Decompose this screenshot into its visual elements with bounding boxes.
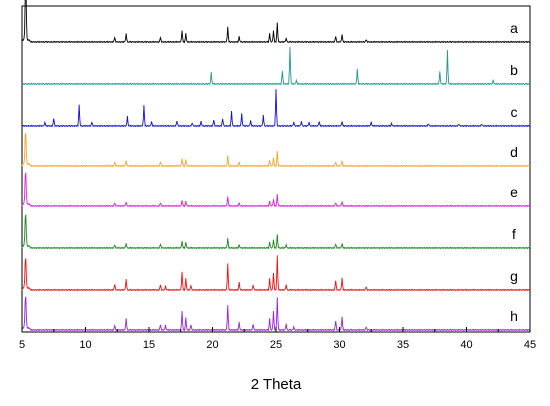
series-label-b: b: [510, 62, 518, 78]
trace-b: [21, 46, 531, 86]
trace-a: [21, 0, 531, 44]
trace-d: [21, 132, 531, 168]
series-label-a: a: [510, 20, 518, 36]
trace-f: [21, 214, 531, 250]
x-axis-ticks: 5 10 15 20 25 30 35 40 45: [19, 327, 536, 351]
trace-e: [21, 172, 531, 208]
x-tick-label: 15: [143, 339, 155, 351]
x-tick-label: 20: [206, 339, 218, 351]
legend-layer: a b c d e f g h: [510, 20, 518, 324]
series-label-c: c: [511, 104, 518, 120]
trace-h: [21, 296, 531, 332]
trace-g: [21, 255, 531, 292]
x-tick-label: 35: [397, 339, 409, 351]
series-label-f: f: [512, 226, 516, 242]
series-label-h: h: [510, 308, 518, 324]
trace-c: [21, 89, 531, 128]
x-tick-label: 5: [19, 339, 25, 351]
x-tick-label: 30: [333, 339, 345, 351]
series-label-g: g: [510, 268, 518, 284]
traces-layer: [21, 0, 531, 332]
x-tick-label: 25: [270, 339, 282, 351]
x-axis-title: 2 Theta: [251, 376, 302, 393]
x-tick-label: 45: [524, 339, 536, 351]
x-tick-label: 40: [460, 339, 472, 351]
series-label-d: d: [510, 144, 518, 160]
series-label-e: e: [510, 184, 518, 200]
x-tick-label: 10: [79, 339, 91, 351]
